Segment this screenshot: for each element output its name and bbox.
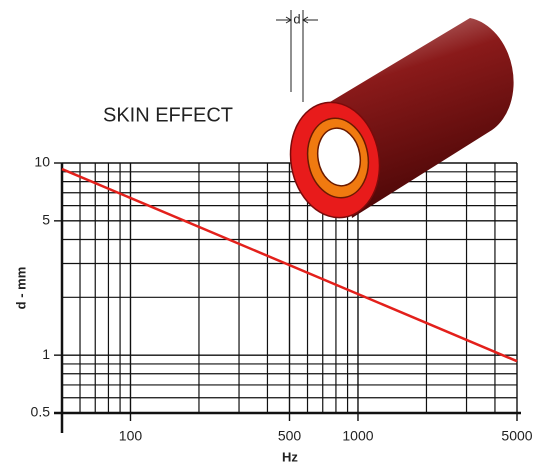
chart-title: SKIN EFFECT — [103, 104, 233, 126]
y-axis-label: d - mm — [13, 267, 28, 310]
y-tick-label: 1 — [42, 346, 50, 362]
x-tick-label: 500 — [278, 428, 302, 444]
x-tick-label: 1000 — [342, 428, 373, 444]
y-tick-label: 5 — [42, 212, 50, 228]
chart: 100 500 1000 5000 0.5 1 5 10 SKIN EFFECT Hz d -… — [0, 0, 549, 470]
plot-area: 100 500 1000 5000 0.5 1 5 10 — [31, 154, 533, 444]
x-axis-label: Hz — [282, 449, 298, 464]
x-tick-label: 5000 — [501, 428, 532, 444]
x-tick-label: 100 — [119, 428, 143, 444]
y-tick-label: 0.5 — [31, 404, 51, 420]
page: {"chart_data": {"type": "line", "title":… — [0, 0, 549, 475]
y-tick-label: 10 — [34, 154, 50, 170]
dimension-label: d — [293, 11, 300, 26]
